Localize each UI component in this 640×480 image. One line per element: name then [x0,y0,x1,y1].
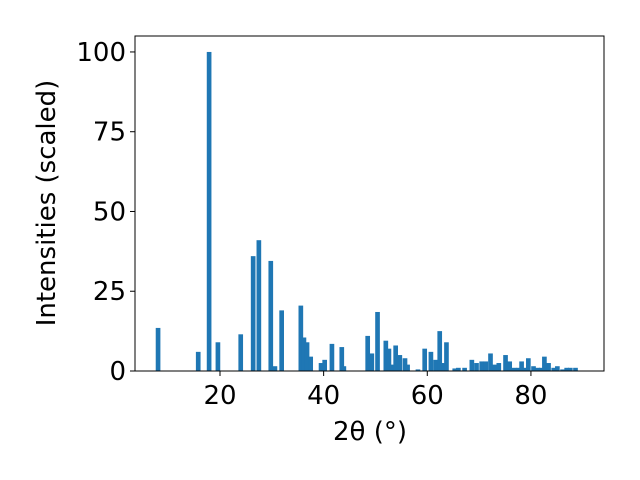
bar [479,361,485,371]
bar [422,348,428,371]
bar [206,51,212,371]
bar [339,347,345,371]
bar [322,359,328,371]
bar [383,340,389,371]
bar [444,342,449,371]
bar [256,240,262,371]
bar [516,367,521,371]
bar [272,366,278,371]
bar [567,367,573,371]
bar [386,348,392,371]
bar [329,343,335,371]
x-tick-label: 80 [514,381,547,411]
bar [308,356,314,371]
bar [546,363,551,371]
y-tick-label: 25 [93,277,126,307]
bar [512,367,517,371]
x-tick-label: 60 [411,381,444,411]
bar [503,355,508,371]
bar [433,359,438,371]
bar [496,363,502,371]
bar [474,363,479,371]
bar [298,305,304,371]
bar [488,353,493,371]
bar [301,337,307,371]
bar [531,366,536,371]
x-axis-label: 2θ (°) [333,417,407,447]
bar [555,366,560,371]
bar [462,367,467,371]
bar [155,327,161,371]
y-tick-label: 0 [109,357,126,387]
bar [389,364,394,371]
bar [456,367,461,371]
bar [428,351,434,371]
bar [519,361,524,371]
bar [441,363,447,371]
bar [402,358,408,371]
bar [573,367,578,371]
bar [492,364,497,371]
plot-frame [134,35,605,372]
bar [405,364,410,371]
bar [341,366,347,371]
bar [560,369,565,371]
bar [526,358,531,371]
bar [551,367,557,371]
y-axis-label: Intensities (scaled) [32,80,62,327]
bar [397,355,403,371]
y-tick-label: 50 [93,197,126,227]
y-tick-label: 75 [93,118,126,148]
bar [437,331,443,371]
bar [279,310,284,371]
bar [304,342,310,371]
bar [538,367,544,371]
bar [507,361,513,371]
bar [542,356,547,371]
bar [535,367,540,371]
bar [318,363,324,371]
bar [215,342,221,371]
x-tick-label: 40 [307,381,340,411]
bar [415,369,421,371]
bar [522,367,528,371]
bar [238,334,244,371]
y-tick-label: 100 [76,38,126,68]
bar [469,359,475,371]
bar [375,311,380,371]
bar [250,256,256,371]
x-tick-label: 20 [203,381,236,411]
bar [483,361,489,371]
bar [365,335,371,371]
bar [195,351,201,371]
bar [452,368,458,371]
bar [393,345,399,371]
bar [564,367,570,371]
bar [268,260,274,371]
bar [369,353,375,371]
